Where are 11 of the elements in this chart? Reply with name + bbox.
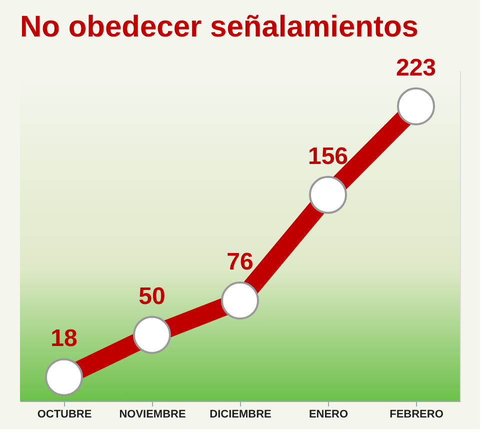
data-label: 50 — [138, 282, 166, 310]
data-label: 156 — [308, 142, 348, 170]
x-tick-label: FEBRERO — [390, 408, 444, 420]
x-tick-label: OCTUBRE — [37, 408, 92, 420]
x-tick-label: NOVIEMBRE — [119, 408, 186, 420]
chart-title: No obedecer señalamientos — [20, 10, 418, 44]
x-tick-label: ENERO — [308, 408, 348, 420]
x-tick-label: DICIEMBRE — [210, 408, 272, 420]
data-label: 76 — [226, 248, 254, 276]
data-label: 223 — [396, 54, 436, 82]
data-label: 18 — [50, 325, 78, 352]
